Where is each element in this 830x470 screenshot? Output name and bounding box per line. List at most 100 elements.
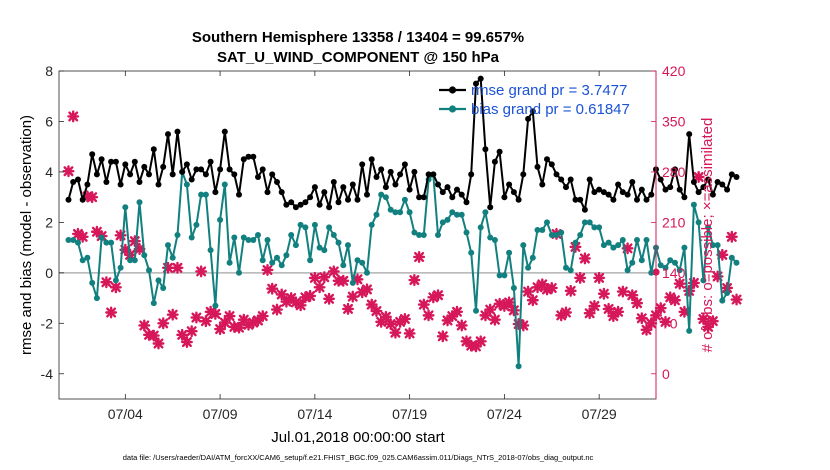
rmse-point: [269, 171, 276, 178]
bias-point: [160, 285, 167, 291]
bias-point: [311, 221, 318, 228]
obs-assimilated-marker: [668, 294, 681, 307]
bias-point: [567, 267, 574, 274]
obs-assimilated-marker: [436, 330, 449, 343]
obs-assimilated-marker: [342, 302, 355, 315]
rmse-point: [131, 158, 138, 165]
right-axis-label: # of obs: o=possible; ×=assimilated: [699, 118, 716, 353]
bias-point: [382, 194, 389, 201]
obs-assimilated-marker: [128, 235, 141, 248]
chart-title-line2: SAT_U_WIND_COMPONENT @ 150 hPa: [217, 49, 500, 66]
rmse-point: [416, 194, 423, 201]
obs-assimilated-marker: [346, 290, 359, 303]
obs-assimilated-marker: [683, 284, 696, 297]
obs-assimilated-marker: [417, 298, 430, 311]
rmse-point: [183, 161, 190, 168]
obs-assimilated-marker: [413, 250, 426, 263]
rmse-point: [311, 184, 318, 191]
rmse-point: [430, 171, 437, 178]
rmse-point: [155, 181, 162, 188]
obs-assimilated-marker: [294, 299, 307, 312]
bias-point: [700, 277, 707, 284]
right-y-tick-label: 210: [662, 214, 686, 230]
bias-point: [345, 242, 351, 249]
obs-assimilated-marker: [195, 265, 208, 278]
rmse-point: [255, 174, 261, 180]
obs-assimilated-marker: [725, 230, 738, 243]
rmse-point: [292, 204, 299, 211]
bias-point: [378, 191, 385, 198]
rmse-point: [297, 201, 304, 208]
right-y-tick-label: 70: [662, 315, 678, 331]
rmse-point: [335, 199, 342, 206]
x-tick-label: 07/09: [203, 406, 238, 422]
obs-assimilated-marker: [602, 302, 615, 315]
bias-point: [496, 272, 503, 279]
rmse-point: [75, 176, 81, 183]
plot-area: [59, 71, 656, 399]
bias-point: [605, 239, 612, 246]
obs-assimilated-marker: [379, 310, 392, 323]
bias-point: [364, 269, 370, 276]
obs-assimilated-marker: [71, 227, 84, 240]
bias-point: [368, 221, 375, 228]
left-y-tick-label: 4: [45, 164, 53, 180]
obs-assimilated-marker: [479, 309, 492, 322]
obs-assimilated-marker: [318, 271, 331, 284]
bias-point: [558, 229, 565, 236]
bias-point: [709, 242, 716, 249]
obs-assimilated-marker: [242, 318, 255, 331]
obs-assimilated-marker: [673, 277, 686, 290]
rmse-point: [558, 176, 565, 183]
rmse-point: [648, 191, 655, 198]
obs-assimilated-marker: [408, 274, 421, 287]
bias-point: [629, 259, 636, 266]
obs-assimilated-marker: [266, 282, 279, 295]
rmse-point: [221, 128, 228, 135]
rmse-point: [600, 189, 607, 196]
obs-assimilated-marker: [356, 286, 369, 299]
bias-point: [463, 229, 470, 236]
obs-assimilated-marker: [256, 310, 269, 323]
rmse-point: [217, 166, 224, 173]
rmse-point: [695, 189, 702, 196]
rmse-point: [444, 184, 451, 191]
obs-assimilated-marker: [469, 340, 482, 353]
rmse-point: [629, 179, 636, 185]
rmse-point: [709, 191, 716, 198]
rmse-point: [364, 191, 370, 198]
bias-point: [288, 232, 295, 238]
bias-point: [681, 244, 688, 251]
bias-point: [359, 259, 366, 266]
obs-assimilated-marker: [597, 287, 610, 300]
bias-series: [65, 168, 740, 370]
obs-assimilated-marker: [678, 305, 691, 318]
rmse-point: [112, 158, 119, 165]
obs-assimilated-marker: [214, 323, 227, 336]
rmse-point: [544, 156, 550, 163]
rmse-point: [425, 171, 432, 178]
rmse-point: [193, 166, 200, 173]
rmse-point: [373, 174, 380, 180]
rmse-point: [174, 128, 181, 135]
obs-assimilated-marker: [171, 261, 184, 274]
obs-assimilated-marker: [138, 319, 151, 332]
rmse-point: [70, 179, 77, 185]
rmse-point: [610, 196, 617, 203]
left-y-tick-label: 2: [45, 214, 53, 230]
rmse-point: [207, 158, 214, 165]
rmse-point: [686, 131, 693, 138]
bias-point: [596, 224, 603, 231]
obs-assimilated-marker: [564, 284, 577, 297]
bias-point: [335, 239, 342, 246]
obs-assimilated-marker: [664, 291, 677, 304]
rmse-point: [160, 163, 167, 170]
obs-assimilated-marker: [687, 276, 700, 289]
obs-assimilated-marker: [119, 243, 132, 256]
rmse-point: [700, 184, 707, 191]
bias-point: [719, 297, 726, 304]
rmse-point: [728, 171, 735, 178]
obs-assimilated-marker: [394, 315, 407, 328]
rmse-point: [510, 189, 517, 196]
obs-assimilated-marker: [100, 276, 113, 289]
